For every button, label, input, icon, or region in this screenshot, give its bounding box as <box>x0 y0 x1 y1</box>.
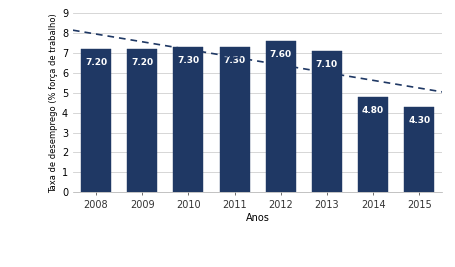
Bar <box>173 47 203 192</box>
Text: 4.30: 4.30 <box>407 116 430 125</box>
Bar <box>127 49 157 192</box>
Text: 7.10: 7.10 <box>315 60 337 69</box>
Bar <box>265 41 295 192</box>
Y-axis label: Taxa de desemprego (% força de trabalho): Taxa de desemprego (% força de trabalho) <box>49 13 57 193</box>
Bar <box>403 107 433 192</box>
Text: 7.20: 7.20 <box>85 58 107 67</box>
Text: 7.30: 7.30 <box>223 56 245 65</box>
Bar <box>311 51 341 192</box>
Bar <box>219 47 249 192</box>
Text: 7.20: 7.20 <box>131 58 153 67</box>
X-axis label: Anos: Anos <box>245 213 269 223</box>
Text: 4.80: 4.80 <box>361 106 383 115</box>
Bar <box>81 49 111 192</box>
Bar <box>357 97 387 192</box>
Text: 7.60: 7.60 <box>269 50 291 59</box>
Text: 7.30: 7.30 <box>177 56 199 65</box>
